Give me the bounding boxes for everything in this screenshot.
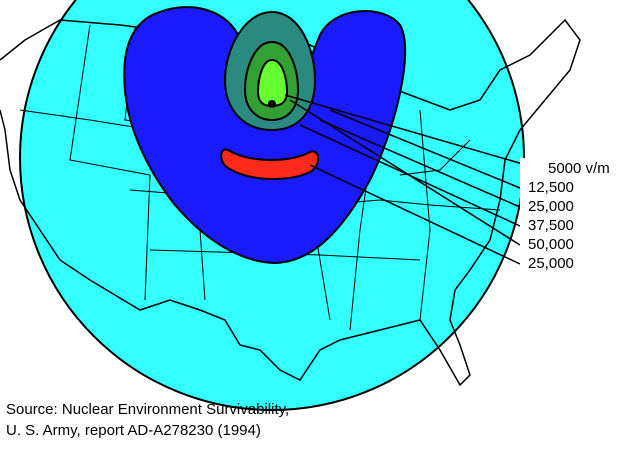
source-line: Source: Nuclear Environment Survivabilit… [6, 401, 289, 418]
contour-label: 37,500 [528, 217, 574, 234]
contour-label: 25,000 [528, 198, 574, 215]
contour-label: 12,500 [528, 179, 574, 196]
label-backdrop [520, 158, 618, 274]
zone-50000 [256, 58, 289, 108]
contour-label: 50,000 [528, 236, 574, 253]
country-outline [0, 18, 581, 387]
zone-25000-south [220, 148, 320, 180]
burst-point [268, 100, 276, 108]
map-body [0, 0, 581, 411]
contour-label: 5000 v/m [548, 160, 610, 177]
leader-lines [284, 94, 541, 265]
source-line: U. S. Army, report AD-A278230 (1994) [6, 422, 261, 439]
contour-label: 25,000 [528, 255, 574, 272]
